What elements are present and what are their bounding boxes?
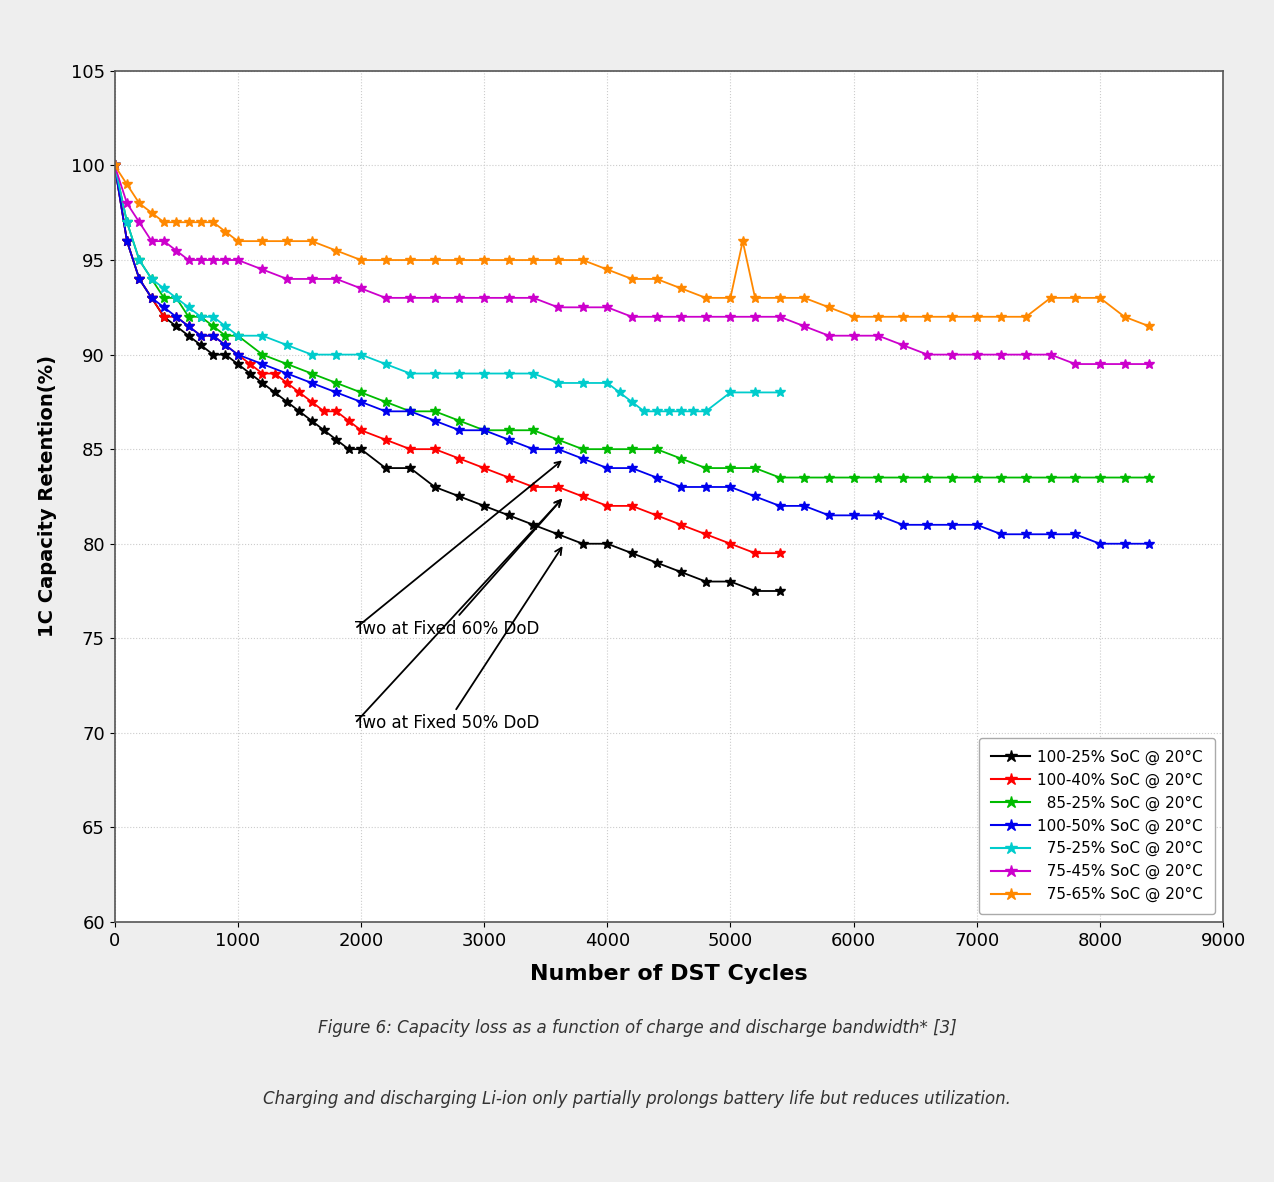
Legend: 100-25% SoC @ 20°C, 100-40% SoC @ 20°C,   85-25% SoC @ 20°C, 100-50% SoC @ 20°C,: 100-25% SoC @ 20°C, 100-40% SoC @ 20°C, … (980, 738, 1215, 915)
Y-axis label: 1C Capacity Retention(%): 1C Capacity Retention(%) (38, 356, 57, 637)
Text: Two at Fixed 60% DoD: Two at Fixed 60% DoD (354, 500, 561, 638)
Text: Two at Fixed 50% DoD: Two at Fixed 50% DoD (354, 547, 562, 733)
Text: Figure 6: Capacity loss as a function of charge and discharge bandwidth* [3]: Figure 6: Capacity loss as a function of… (317, 1019, 957, 1038)
Text: Charging and discharging Li-ion only partially prolongs battery life but reduces: Charging and discharging Li-ion only par… (262, 1090, 1012, 1109)
X-axis label: Number of DST Cycles: Number of DST Cycles (530, 963, 808, 983)
